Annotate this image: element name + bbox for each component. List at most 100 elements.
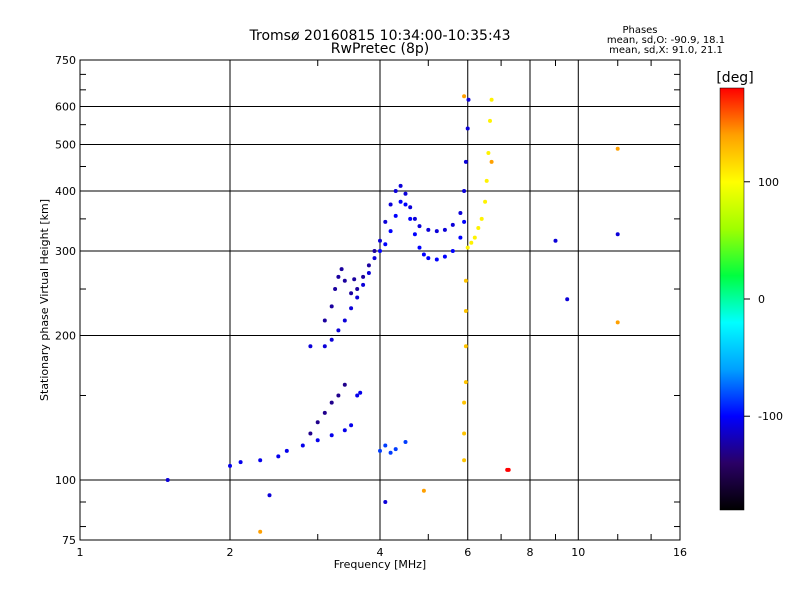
echo-point	[329, 400, 334, 405]
x-tick-label: 10	[571, 546, 585, 559]
echo-point	[383, 443, 388, 448]
echo-point	[462, 219, 467, 224]
echo-point	[462, 458, 467, 463]
echo-point	[469, 240, 474, 245]
echo-point	[329, 304, 334, 309]
echo-point	[463, 309, 468, 313]
echo-point	[398, 199, 403, 204]
echo-point	[349, 291, 354, 296]
echo-point	[342, 278, 347, 283]
echo-point	[465, 126, 470, 131]
echo-point	[426, 256, 431, 261]
echo-point	[466, 97, 471, 102]
echo-point	[388, 450, 393, 455]
echo-point	[442, 254, 447, 259]
echo-point	[366, 263, 371, 268]
echo-point	[479, 216, 484, 221]
echo-point	[322, 318, 327, 323]
echo-point	[450, 222, 455, 227]
echo-point	[349, 306, 354, 311]
phase-heading: Phases	[622, 25, 657, 36]
echo-point	[238, 460, 243, 465]
echo-point	[463, 278, 468, 283]
echo-point	[284, 448, 289, 453]
echo-point	[393, 213, 398, 218]
echo-point	[366, 271, 371, 275]
echo-point	[403, 202, 408, 207]
echo-point	[403, 191, 408, 196]
echo-point	[339, 267, 344, 272]
echo-point	[434, 229, 439, 234]
echo-point	[393, 447, 398, 452]
echo-point	[336, 393, 341, 398]
echo-point	[488, 118, 492, 123]
y-tick-label: 100	[55, 474, 76, 487]
echo-point	[463, 159, 468, 164]
echo-point	[165, 478, 170, 482]
y-tick-label: 300	[55, 245, 76, 258]
echo-point	[315, 420, 320, 425]
echo-point	[372, 249, 377, 253]
echo-point	[403, 440, 408, 444]
echo-point	[553, 238, 558, 243]
echo-point	[615, 232, 620, 237]
echo-point	[349, 423, 354, 428]
echo-point	[398, 183, 403, 188]
y-tick-label: 400	[55, 185, 76, 198]
echo-point	[489, 159, 494, 164]
x-axis-label: Frequency [MHz]	[334, 558, 426, 571]
echo-point	[426, 227, 431, 232]
echo-point	[489, 97, 494, 102]
echo-point	[383, 219, 388, 224]
echo-point	[506, 467, 511, 472]
echo-point	[462, 94, 467, 99]
y-tick-label: 600	[55, 101, 76, 114]
echo-point	[486, 151, 491, 155]
phase-mean-x: mean, sd,X: 91.0, 21.1	[609, 45, 723, 56]
echo-point	[372, 256, 377, 261]
echo-point	[417, 224, 422, 229]
echo-point	[342, 428, 347, 433]
echo-point	[458, 235, 463, 240]
echo-point	[421, 488, 426, 493]
echo-point	[342, 318, 347, 323]
echo-point	[336, 328, 341, 333]
echo-point	[408, 205, 413, 210]
echo-point	[329, 337, 334, 342]
colorbar-tick-label: -100	[758, 410, 783, 423]
x-tick-label: 1	[77, 546, 84, 559]
colorbar-tick-label: 0	[758, 293, 765, 306]
echo-point	[458, 211, 463, 215]
echo-point	[276, 454, 281, 459]
echo-point	[322, 344, 327, 349]
x-tick-label: 8	[527, 546, 534, 559]
echo-point	[465, 245, 470, 250]
x-tick-label: 2	[227, 546, 234, 559]
echo-point	[417, 245, 422, 250]
echo-point	[352, 277, 357, 282]
echo-point	[434, 257, 439, 262]
echo-point	[300, 443, 305, 448]
echo-point	[565, 297, 570, 302]
echo-point	[361, 274, 366, 279]
echo-point	[342, 382, 347, 387]
echo-point	[355, 295, 360, 300]
echo-point	[463, 344, 468, 349]
y-tick-label: 750	[55, 54, 76, 67]
echo-point	[462, 189, 467, 193]
echo-point	[383, 500, 388, 504]
x-tick-label: 4	[377, 546, 384, 559]
echo-point	[615, 146, 620, 151]
echo-point	[315, 438, 320, 443]
echo-point	[421, 252, 426, 257]
echo-point	[412, 216, 417, 221]
echo-point	[463, 380, 468, 385]
x-tick-label: 6	[464, 546, 471, 559]
echo-point	[615, 320, 620, 325]
echo-point	[412, 232, 417, 237]
echo-point	[355, 287, 360, 291]
echo-point	[378, 249, 382, 253]
echo-point	[267, 493, 272, 498]
echo-point	[483, 199, 488, 204]
echo-point	[442, 227, 447, 232]
